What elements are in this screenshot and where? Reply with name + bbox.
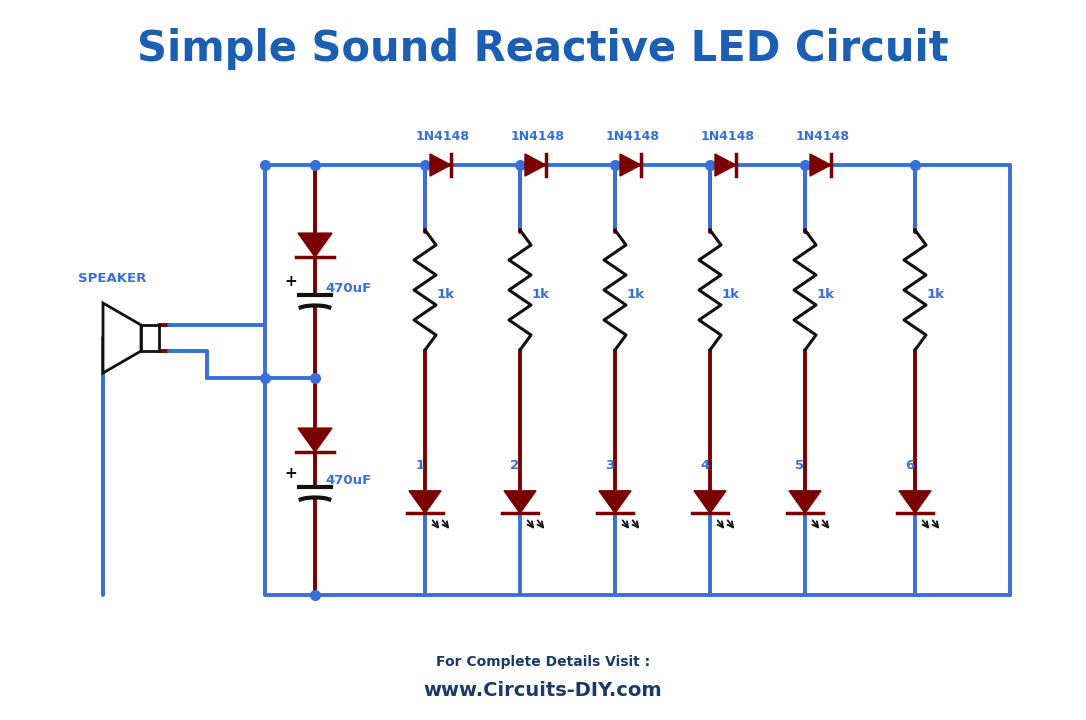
Polygon shape	[599, 491, 631, 513]
Text: Simple Sound Reactive LED Circuit: Simple Sound Reactive LED Circuit	[137, 28, 949, 70]
Polygon shape	[790, 491, 821, 513]
Text: SPEAKER: SPEAKER	[78, 272, 147, 285]
Text: 2: 2	[510, 459, 519, 472]
Polygon shape	[298, 428, 332, 452]
Text: +: +	[285, 274, 298, 289]
Text: 1k: 1k	[437, 289, 455, 302]
Polygon shape	[409, 491, 441, 513]
Text: 1: 1	[416, 459, 425, 472]
Text: +: +	[285, 466, 298, 480]
Polygon shape	[715, 154, 736, 176]
Polygon shape	[430, 154, 451, 176]
Text: 1k: 1k	[927, 289, 945, 302]
Polygon shape	[620, 154, 641, 176]
Polygon shape	[694, 491, 727, 513]
Polygon shape	[504, 491, 536, 513]
Polygon shape	[810, 154, 831, 176]
Text: 6: 6	[906, 459, 914, 472]
Text: 1k: 1k	[627, 289, 645, 302]
Text: 4: 4	[700, 459, 709, 472]
Polygon shape	[298, 233, 332, 257]
Text: 470uF: 470uF	[325, 282, 371, 294]
Text: 1N4148: 1N4148	[700, 130, 755, 143]
Text: 1k: 1k	[817, 289, 835, 302]
Text: For Complete Details Visit :: For Complete Details Visit :	[435, 655, 651, 669]
Text: 1k: 1k	[532, 289, 550, 302]
Text: 5: 5	[795, 459, 805, 472]
Text: 1k: 1k	[722, 289, 740, 302]
Text: 1N4148: 1N4148	[796, 130, 850, 143]
Text: 470uF: 470uF	[325, 474, 371, 487]
Text: www.Circuits-DIY.com: www.Circuits-DIY.com	[424, 680, 662, 700]
Text: 3: 3	[605, 459, 615, 472]
Polygon shape	[525, 154, 546, 176]
Text: 1N4148: 1N4148	[416, 130, 470, 143]
Text: 1N4148: 1N4148	[606, 130, 660, 143]
Text: 1N4148: 1N4148	[512, 130, 565, 143]
Polygon shape	[103, 303, 141, 373]
Bar	[141, 325, 159, 351]
Polygon shape	[899, 491, 931, 513]
